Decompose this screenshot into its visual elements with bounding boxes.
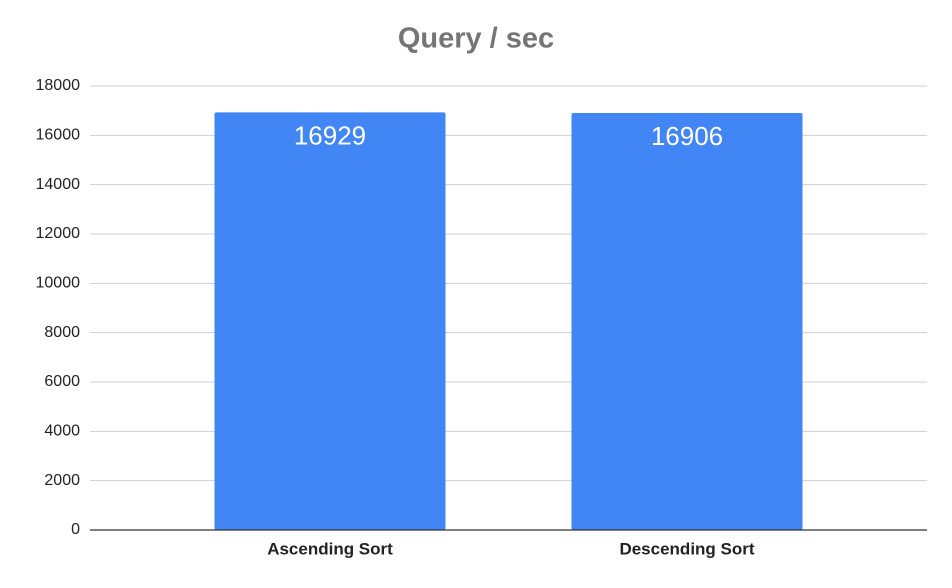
data-label: 16906 [651, 121, 723, 151]
y-tick-label: 4000 [44, 423, 80, 440]
y-tick-label: 14000 [36, 176, 81, 193]
x-tick-label: Ascending Sort [267, 539, 393, 558]
y-tick-label: 10000 [36, 275, 81, 292]
x-tick-label: Descending Sort [619, 539, 754, 558]
y-tick-label: 8000 [44, 324, 80, 341]
y-tick-label: 18000 [36, 77, 81, 94]
y-tick-label: 6000 [44, 373, 80, 390]
data-label: 16929 [294, 120, 366, 150]
y-tick-label: 16000 [36, 127, 81, 144]
chart-title: Query / sec [398, 23, 554, 55]
y-tick-label: 2000 [44, 472, 80, 489]
y-tick-label: 0 [71, 521, 80, 538]
bar [214, 112, 446, 530]
bar [571, 112, 803, 530]
y-tick-label: 12000 [36, 225, 81, 242]
